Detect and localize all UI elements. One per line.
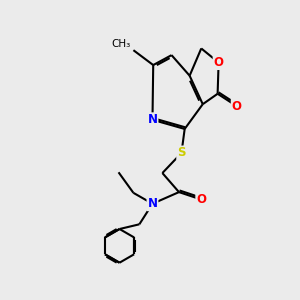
- Text: O: O: [196, 193, 206, 206]
- Text: N: N: [148, 197, 158, 210]
- Text: N: N: [148, 113, 158, 126]
- Text: CH₃: CH₃: [112, 39, 131, 49]
- Text: O: O: [214, 56, 224, 69]
- Text: O: O: [232, 100, 242, 113]
- Text: S: S: [177, 146, 186, 160]
